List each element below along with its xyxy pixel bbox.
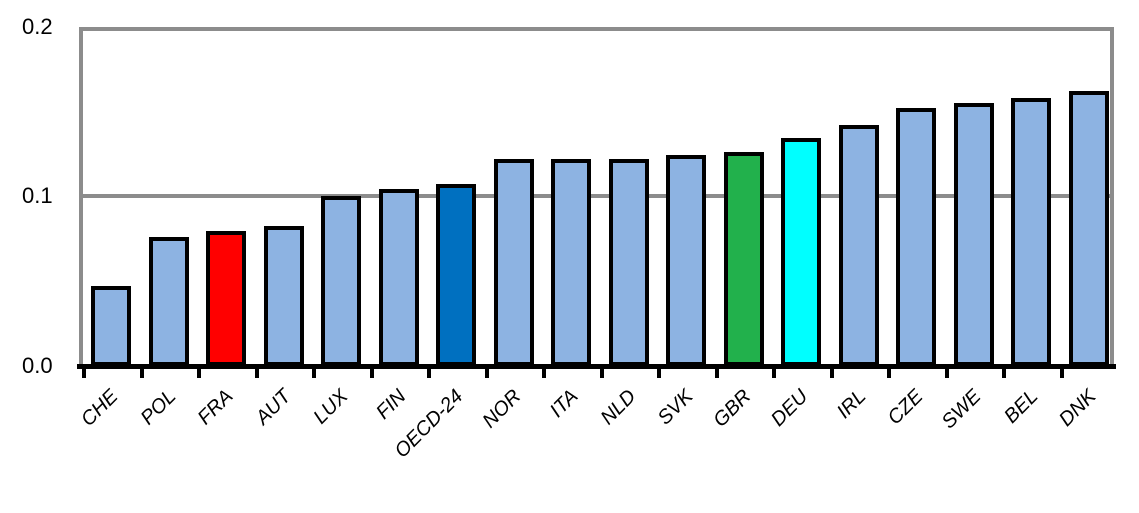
bar-ita [551,159,591,366]
x-tick [657,366,661,378]
bar-bel [1011,98,1051,366]
x-tick [427,366,431,378]
bar-lux [321,196,361,366]
x-tick [944,366,949,378]
y-tick-label: 0.2 [22,14,53,39]
bar-pol [148,237,189,366]
x-axis [77,364,1116,369]
x-tick [254,366,259,378]
bar-nld [608,159,649,366]
x-tick [484,366,489,378]
bar-fin [378,189,419,366]
x-tick [714,366,719,378]
x-tick [542,366,546,378]
bar-swe [953,103,994,366]
bar-oecd-24 [436,184,476,366]
bar-deu [781,138,821,366]
gridline-0-1 [79,194,1114,198]
x-tick [369,366,374,378]
bar-che [91,286,131,366]
bar-svk [666,155,706,366]
x-tick [887,366,891,378]
x-tick [82,366,86,378]
bar-fra [206,231,246,366]
bar-cze [896,108,936,366]
y-tick-label: 0.1 [22,183,53,208]
bar-aut [263,226,304,366]
x-tick [1002,366,1006,378]
y-tick-label: 0.0 [22,353,53,378]
bar-dnk [1068,91,1109,366]
x-tick [599,366,604,378]
x-tick [139,366,144,378]
x-tick [1059,366,1064,378]
bar-irl [838,125,879,366]
x-tick [829,366,834,378]
bar-gbr [723,152,764,366]
x-tick [197,366,201,378]
x-tick [772,366,776,378]
bar-nor [493,159,534,366]
x-tick [312,366,316,378]
